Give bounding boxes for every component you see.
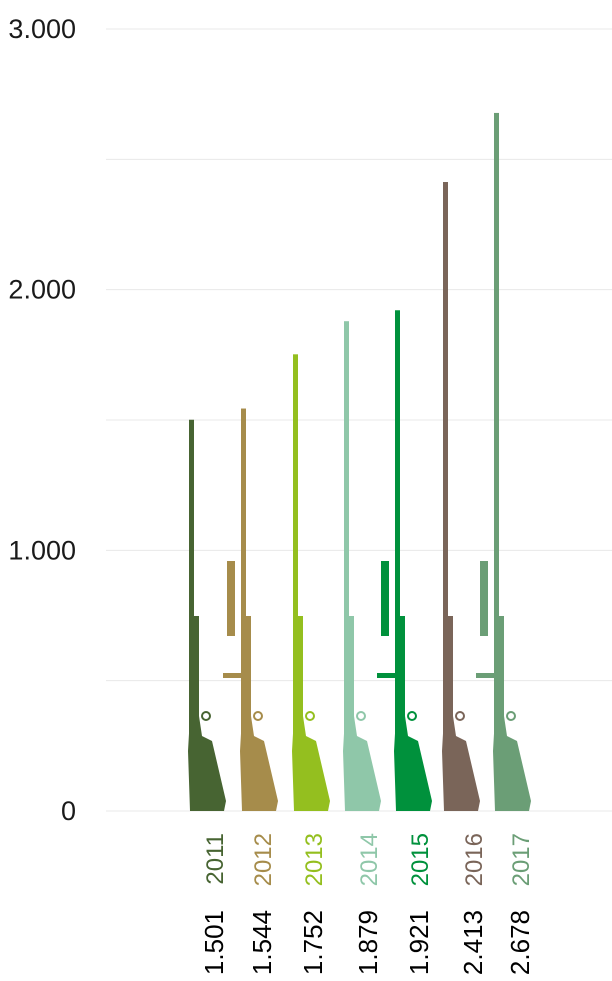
year-label: 2014 xyxy=(356,833,383,886)
rifle-bar xyxy=(343,321,381,811)
y-tick-label: 3.000 xyxy=(8,14,76,44)
rifle-bar xyxy=(442,182,480,811)
rifle-scope xyxy=(381,561,389,636)
rifle-bars xyxy=(188,112,531,811)
y-tick-label: 0 xyxy=(61,796,76,826)
rifle-forend xyxy=(294,616,303,766)
rifle-forend xyxy=(345,616,354,766)
rifle-forend xyxy=(190,616,199,766)
rifle-stock xyxy=(493,716,531,811)
rifle-barrel xyxy=(189,419,194,761)
rifle-forend xyxy=(242,616,251,766)
value-label: 1.501 xyxy=(199,910,229,975)
rifle-trigger-guard xyxy=(305,711,315,721)
y-tick-label: 2.000 xyxy=(8,275,76,305)
y-axis-ticks: 0 1.000 2.000 3.000 xyxy=(8,14,76,826)
rifle-stock xyxy=(442,716,480,811)
rifle-scope-mount xyxy=(476,673,494,678)
rifle-bar xyxy=(223,408,278,811)
year-label: 2012 xyxy=(250,833,277,886)
rifle-stock xyxy=(292,716,330,811)
rifle-stock xyxy=(394,716,432,811)
year-label: 2011 xyxy=(202,833,229,885)
rifle-scope xyxy=(480,561,488,636)
rifle-bar xyxy=(476,112,531,811)
value-label: 1.921 xyxy=(404,910,434,975)
year-labels: 2011 2012 2013 2014 2015 2016 2017 xyxy=(202,833,535,886)
rifle-scope-mount xyxy=(223,673,241,678)
gridlines xyxy=(106,28,612,812)
rifle-forend xyxy=(495,616,504,766)
value-label: 1.879 xyxy=(353,910,383,975)
rifle-bar xyxy=(292,354,330,811)
rifle-trigger-guard xyxy=(201,711,211,721)
rifle-barrel xyxy=(494,112,499,761)
rifle-trigger-guard xyxy=(506,711,516,721)
rifle-barrel xyxy=(241,408,246,761)
rifle-trigger-guard xyxy=(455,711,465,721)
rifle-trigger-guard xyxy=(407,711,417,721)
rifle-stock xyxy=(188,716,226,811)
rifle-stock xyxy=(240,716,278,811)
value-label: 2.678 xyxy=(505,910,535,975)
rifle-bar xyxy=(377,310,432,811)
year-label: 2013 xyxy=(301,833,328,886)
value-label: 2.413 xyxy=(458,910,488,975)
year-label: 2017 xyxy=(508,833,535,886)
rifle-trigger-guard xyxy=(253,711,263,721)
rifle-barrel xyxy=(395,310,400,761)
rifle-scope xyxy=(227,561,235,636)
rifle-bar xyxy=(188,419,226,811)
year-label: 2015 xyxy=(407,833,434,886)
rifle-barrel xyxy=(293,354,298,761)
value-label: 1.752 xyxy=(298,910,328,975)
rifle-forend xyxy=(396,616,405,766)
year-label: 2016 xyxy=(461,833,488,886)
rifle-stock xyxy=(343,716,381,811)
rifle-barrel xyxy=(443,182,448,761)
rifle-scope-mount xyxy=(377,673,395,678)
rifle-barrel xyxy=(344,321,349,761)
rifle-forend xyxy=(444,616,453,766)
value-labels: 1.501 1.544 1.752 1.879 1.921 2.413 2.678 xyxy=(199,910,535,975)
y-tick-label: 1.000 xyxy=(8,535,76,565)
rifle-trigger-guard xyxy=(356,711,366,721)
value-label: 1.544 xyxy=(247,910,277,975)
